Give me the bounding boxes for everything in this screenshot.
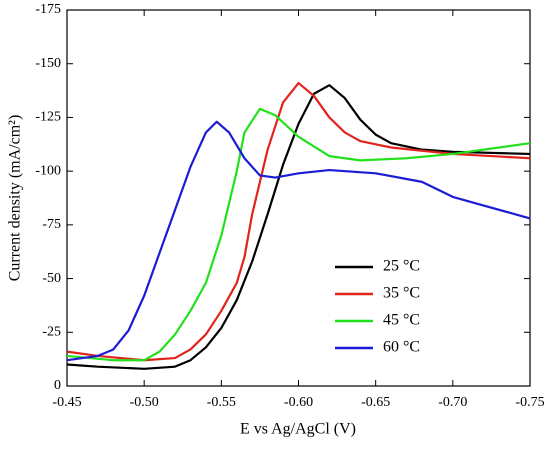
legend-label: 60 °C [383,339,420,356]
y-tick-label: 0 [54,378,61,393]
y-tick-label: -150 [35,56,61,71]
y-tick-label: -75 [42,217,61,232]
legend-label: 45 °C [383,312,420,329]
y-tick-label: -125 [35,110,61,125]
x-tick-label: -0.50 [130,395,159,410]
legend-label: 35 °C [383,285,420,302]
x-tick-label: -0.60 [284,395,313,410]
y-tick-label: -25 [42,325,61,340]
x-axis-title: E vs Ag/AgCl (V) [240,421,356,438]
x-tick-label: -0.45 [52,395,81,410]
x-tick-label: -0.55 [207,395,236,410]
data-line [66,120,531,362]
data-line [66,81,531,362]
x-tick-label: -0.65 [361,395,390,410]
y-tick-label: -100 [35,163,61,178]
y-tick-label: -50 [42,271,61,286]
x-tick-label: -0.70 [438,395,467,410]
x-tick-label: -0.75 [515,395,544,410]
data-line [66,84,531,370]
y-tick-label: -175 [35,2,61,17]
y-axis-title: Current density (mA/cm²) [7,115,24,282]
legend-label: 25 °C [383,258,420,275]
data-line [66,107,531,362]
